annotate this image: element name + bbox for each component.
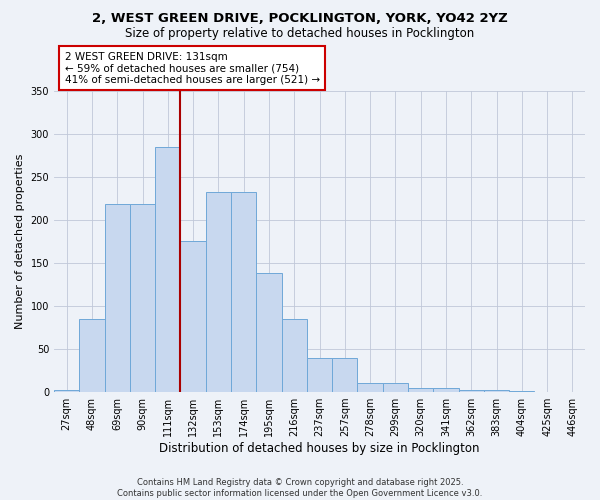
- Bar: [206, 192, 231, 392]
- Text: 2 WEST GREEN DRIVE: 131sqm
← 59% of detached houses are smaller (754)
41% of sem: 2 WEST GREEN DRIVE: 131sqm ← 59% of deta…: [65, 52, 320, 85]
- Bar: [130, 204, 155, 392]
- Bar: [155, 147, 181, 392]
- Bar: [358, 382, 383, 392]
- Bar: [307, 358, 332, 392]
- Bar: [509, 391, 535, 392]
- Bar: [383, 382, 408, 392]
- Text: Contains HM Land Registry data © Crown copyright and database right 2025.
Contai: Contains HM Land Registry data © Crown c…: [118, 478, 482, 498]
- Bar: [281, 319, 307, 392]
- X-axis label: Distribution of detached houses by size in Pocklington: Distribution of detached houses by size …: [159, 442, 480, 455]
- Bar: [231, 192, 256, 392]
- Bar: [433, 388, 458, 392]
- Bar: [484, 390, 509, 392]
- Bar: [332, 358, 358, 392]
- Bar: [54, 390, 79, 392]
- Bar: [181, 242, 206, 392]
- Bar: [408, 388, 433, 392]
- Y-axis label: Number of detached properties: Number of detached properties: [15, 154, 25, 329]
- Bar: [79, 319, 104, 392]
- Bar: [458, 390, 484, 392]
- Text: Size of property relative to detached houses in Pocklington: Size of property relative to detached ho…: [125, 28, 475, 40]
- Text: 2, WEST GREEN DRIVE, POCKLINGTON, YORK, YO42 2YZ: 2, WEST GREEN DRIVE, POCKLINGTON, YORK, …: [92, 12, 508, 26]
- Bar: [256, 274, 281, 392]
- Bar: [104, 204, 130, 392]
